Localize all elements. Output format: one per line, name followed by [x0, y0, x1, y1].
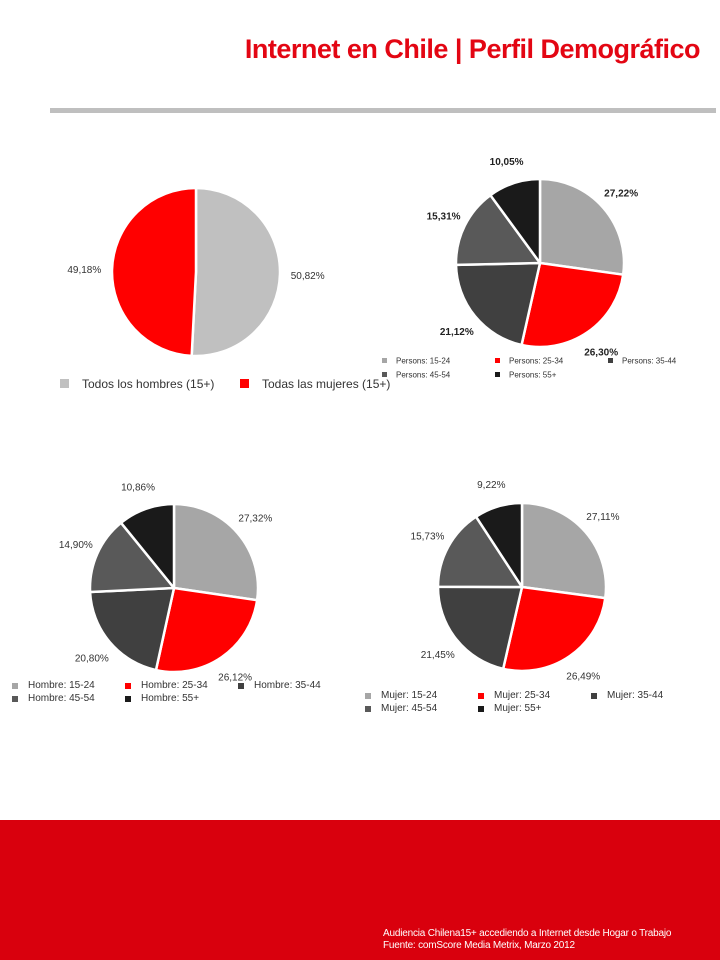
pie-data-label-hombres-2: 20,80%: [75, 653, 109, 664]
pie-slice-personas-4: [489, 177, 542, 265]
legend-label: Todos los hombres (15+): [82, 376, 215, 391]
legend-label: Hombre: 15-24: [28, 680, 95, 691]
legend-item-hombres-3: Hombre: 45-54: [12, 693, 95, 704]
pie-slice-mujeres-3: [436, 515, 524, 589]
legend-label: Persons: 45-54: [396, 370, 451, 380]
legend-label: Mujer: 55+: [494, 703, 542, 714]
legend-label: Mujer: 15-24: [381, 690, 438, 701]
title-divider: [50, 108, 716, 113]
legend-label: Persons: 15-24: [396, 356, 451, 366]
pie-slice-hombres-1: [154, 586, 259, 674]
legend-swatch-icon: [125, 682, 131, 689]
legend-swatch-icon: [60, 379, 69, 389]
legend-label: Hombre: 45-54: [28, 693, 95, 704]
footer-source: Audiencia Chilena15+ accediendo a Intern…: [383, 928, 671, 952]
legend-swatch-icon: [495, 358, 500, 364]
legend-swatch-icon: [365, 692, 371, 699]
legend-item-mujeres-2: Mujer: 35-44: [591, 690, 663, 701]
legend-label: Mujer: 25-34: [494, 690, 551, 701]
legend-item-personas-0: Persons: 15-24: [382, 356, 450, 365]
legend-item-hombres-2: Hombre: 35-44: [238, 680, 321, 691]
pie-slice-hombres-2: [88, 586, 176, 672]
page-title: Internet en Chile | Perfil Demográfico: [244, 34, 701, 64]
legend-item-genero-1: Todas las mujeres (15+): [240, 376, 390, 391]
legend-label: Hombre: 55+: [141, 693, 200, 704]
pie-slice-mujeres-4: [474, 501, 524, 589]
pie-data-label-hombres-0: 27,32%: [238, 514, 272, 525]
footer-band: [0, 820, 720, 960]
pie-slice-mujeres-1: [501, 585, 607, 673]
legend-item-hombres-4: Hombre: 55+: [125, 693, 199, 704]
legend-swatch-icon: [478, 705, 484, 712]
pie-slice-hombres-0: [172, 502, 260, 602]
legend-swatch-icon: [240, 379, 249, 389]
legend-swatch-icon: [125, 695, 131, 702]
pie-slice-personas-2: [454, 261, 542, 347]
legend-item-hombres-0: Hombre: 15-24: [12, 680, 95, 691]
pie-data-label-personas-2: 21,12%: [440, 327, 474, 338]
legend-label: Todas las mujeres (15+): [262, 376, 391, 391]
pie-data-label-hombres-3: 14,90%: [59, 540, 93, 551]
legend-label: Persons: 55+: [509, 370, 557, 380]
legend-label: Mujer: 45-54: [381, 703, 438, 714]
legend-item-personas-3: Persons: 45-54: [382, 370, 450, 379]
legend-swatch-icon: [365, 705, 371, 712]
pie-slice-hombres-3: [88, 521, 176, 594]
legend-swatch-icon: [382, 372, 387, 378]
pie-slice-genero-0: [190, 186, 282, 358]
pie-data-label-mujeres-4: 9,22%: [477, 480, 505, 491]
pie-slice-mujeres-2: [436, 585, 524, 671]
legend-swatch-icon: [608, 358, 613, 364]
pie-slice-personas-1: [520, 261, 625, 349]
legend-swatch-icon: [495, 372, 500, 378]
legend-label: Mujer: 35-44: [607, 690, 664, 701]
legend-item-personas-1: Persons: 25-34: [495, 356, 563, 365]
pie-data-label-mujeres-1: 26,49%: [566, 671, 600, 682]
pie-slice-hombres-4: [119, 502, 176, 590]
pie-data-label-personas-0: 27,22%: [604, 188, 638, 199]
legend-label: Persons: 25-34: [509, 356, 564, 366]
pie-data-label-personas-1: 26,30%: [584, 347, 618, 358]
pie-slice-mujeres-0: [520, 501, 608, 600]
legend-swatch-icon: [478, 692, 484, 699]
legend-item-genero-0: Todos los hombres (15+): [60, 376, 214, 391]
legend-swatch-icon: [591, 692, 597, 699]
pie-data-label-personas-4: 10,05%: [490, 157, 524, 168]
pie-slice-personas-0: [538, 177, 626, 276]
legend-label: Hombre: 25-34: [141, 680, 208, 691]
legend-label: Hombre: 35-44: [254, 680, 321, 691]
legend-swatch-icon: [238, 682, 244, 689]
legend-label: Persons: 35-44: [622, 356, 677, 366]
legend-item-mujeres-0: Mujer: 15-24: [365, 690, 437, 701]
legend-item-mujeres-4: Mujer: 55+: [478, 703, 542, 714]
legend-swatch-icon: [382, 358, 387, 364]
legend-item-hombres-1: Hombre: 25-34: [125, 680, 208, 691]
pie-data-label-genero-1: 49,18%: [67, 265, 101, 276]
legend-item-personas-2: Persons: 35-44: [608, 356, 676, 365]
pie-data-label-hombres-4: 10,86%: [121, 483, 155, 494]
footer-line-source: Fuente: comScore Media Metrix, Marzo 201…: [383, 940, 575, 951]
pie-data-label-personas-3: 15,31%: [427, 211, 461, 222]
pie-data-label-mujeres-2: 21,45%: [421, 650, 455, 661]
pie-data-label-mujeres-0: 27,11%: [586, 512, 619, 523]
legend-item-mujeres-3: Mujer: 45-54: [365, 703, 437, 714]
legend-item-mujeres-1: Mujer: 25-34: [478, 690, 550, 701]
pie-data-label-genero-0: 50,82%: [291, 271, 325, 282]
pie-slice-personas-3: [454, 193, 542, 267]
legend-swatch-icon: [12, 682, 18, 689]
pie-data-label-mujeres-3: 15,73%: [411, 532, 445, 543]
legend-item-personas-4: Persons: 55+: [495, 370, 556, 379]
legend-swatch-icon: [12, 695, 18, 702]
pie-slice-genero-1: [110, 186, 198, 358]
footer-line-audience: Audiencia Chilena15+ accediendo a Intern…: [383, 928, 672, 939]
pie-data-label-hombres-1: 26,12%: [218, 672, 252, 683]
